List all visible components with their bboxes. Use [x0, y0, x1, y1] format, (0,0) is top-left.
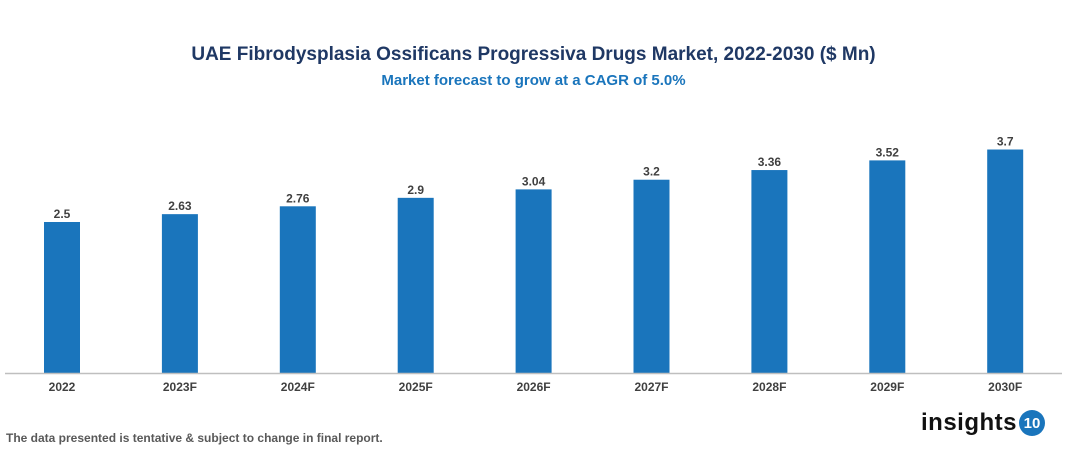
chart-subtitle: Market forecast to grow at a CAGR of 5.0… — [381, 72, 686, 89]
bar — [987, 149, 1024, 373]
data-label: 3.52 — [876, 145, 900, 159]
x-tick-label: 2025F — [399, 380, 433, 394]
data-label: 3.04 — [522, 174, 546, 188]
bar — [515, 189, 552, 373]
bar — [279, 206, 316, 373]
x-tick-label: 2024F — [281, 380, 315, 394]
bar — [161, 214, 198, 373]
data-label: 3.2 — [643, 165, 660, 179]
logo-text: insights — [921, 409, 1018, 436]
bar — [869, 160, 906, 373]
x-tick-label: 2028F — [752, 380, 786, 394]
x-tick-label: 2022 — [49, 380, 76, 394]
bar — [397, 197, 434, 373]
bar-chart: 2.5 2022 2.63 2023F 2.76 2024F 2.9 2025F 3.04 202… — [5, 135, 1062, 394]
bar — [751, 170, 788, 373]
data-label: 2.5 — [54, 207, 71, 221]
x-tick-label: 2027F — [634, 380, 668, 394]
bar — [44, 222, 80, 373]
x-tick-label: 2026F — [517, 380, 551, 394]
bar — [633, 179, 670, 373]
x-tick-label: 2030F — [988, 380, 1022, 394]
chart-title: UAE Fibrodysplasia Ossificans Progressiv… — [191, 44, 876, 65]
x-tick-label: 2029F — [870, 380, 904, 394]
x-tick-label: 2023F — [163, 380, 197, 394]
footnote: The data presented is tentative & subjec… — [6, 431, 383, 445]
logo-badge: 10 — [1019, 410, 1046, 436]
insights10-logo: insights 10 — [921, 409, 1046, 437]
data-label: 2.9 — [407, 183, 424, 197]
data-label: 2.63 — [168, 199, 192, 213]
data-label: 3.36 — [758, 155, 782, 169]
data-label: 3.7 — [997, 135, 1014, 149]
data-label: 2.76 — [286, 191, 310, 205]
